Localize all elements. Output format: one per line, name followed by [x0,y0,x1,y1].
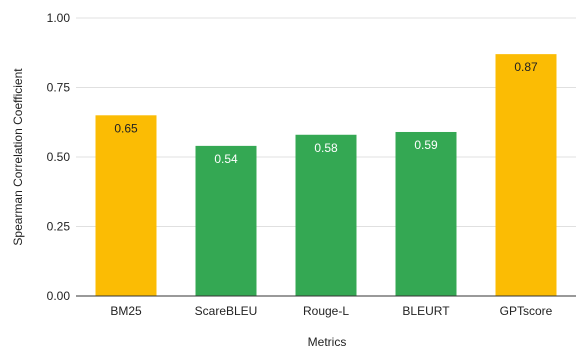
x-tick-label: BM25 [110,304,142,318]
bars [95,54,557,296]
x-tick-label: ScareBLEU [195,304,258,318]
data-label: 0.54 [214,152,238,166]
x-tick-label: BLEURT [402,304,450,318]
bar-scarebleu [195,145,257,296]
x-tick-label: GPTscore [500,304,553,318]
y-tick-label: 0.00 [47,289,71,303]
data-label: 0.58 [314,141,338,155]
y-tick-label: 0.75 [47,81,71,95]
x-axis-title: Metrics [308,335,347,347]
y-axis-title: Spearman Correlation Coefficient [11,68,25,246]
data-label: 0.59 [414,138,438,152]
x-tick-label: Rouge-L [303,304,349,318]
data-label: 0.65 [114,121,138,135]
bar-rouge-l [295,134,357,296]
y-tick-label: 0.50 [47,150,71,164]
y-tick-label: 0.25 [47,220,71,234]
bar-bleurt [395,131,457,296]
y-tick-label: 1.00 [47,11,71,25]
x-tick-labels: BM25 ScareBLEU Rouge-L BLEURT GPTscore [110,304,552,318]
bar-bm25 [95,115,157,296]
y-tick-labels: 0.00 0.25 0.50 0.75 1.00 [47,11,71,303]
data-label: 0.87 [514,60,538,74]
data-labels: 0.65 0.54 0.58 0.59 0.87 [114,60,538,166]
bar-gptscore [495,54,557,296]
